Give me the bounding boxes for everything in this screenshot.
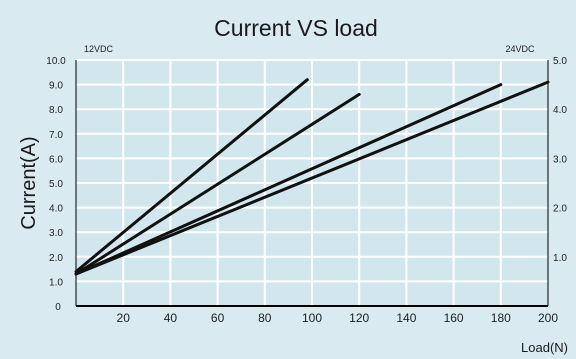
y-tick-label-left: 3.0 (49, 228, 63, 239)
y-tick-label-right: 3.0 (553, 154, 567, 165)
axes (75, 60, 549, 307)
y-tick-label-left: 5.0 (49, 179, 63, 190)
x-tick-label: 120 (349, 311, 369, 325)
x-tick-label: 20 (117, 311, 131, 325)
x-tick-label: 200 (538, 311, 558, 325)
y-tick-label-left: 6.0 (49, 154, 63, 165)
y-tick-label-left: 8.0 (49, 105, 63, 116)
series-line (74, 83, 503, 276)
x-tick-label: 80 (258, 311, 272, 325)
x-tick-label: 140 (396, 311, 416, 325)
x-tick-label: 60 (211, 311, 225, 325)
y-tick-label-left: 4.0 (49, 204, 63, 215)
y-tick-label-left: 1.0 (49, 277, 63, 288)
y-tick-label-left: 2.0 (49, 253, 63, 264)
series-group (74, 78, 550, 276)
y-tick-label-left: 7.0 (49, 130, 63, 141)
chart-title: Current VS load (214, 15, 378, 41)
x-axis-label: Load(N) (521, 340, 568, 355)
y-tick-label-right: 1.0 (553, 253, 567, 264)
y-tick-label-right: 4.0 (553, 105, 567, 116)
y-tick-label-zero: 0 (55, 302, 61, 313)
y-tick-label-left: 10.0 (46, 56, 66, 67)
y-tick-label-left: 9.0 (49, 81, 63, 92)
series-line (74, 80, 550, 276)
x-tick-label: 160 (444, 311, 464, 325)
x-tick-label: 40 (164, 311, 178, 325)
x-tick-label: 100 (302, 311, 322, 325)
y-tick-label-right: 5.0 (553, 56, 567, 67)
y-axis-label: Current(A) (18, 136, 40, 229)
series-line (74, 78, 309, 274)
left-axis-note: 12VDC (84, 44, 114, 54)
y-tick-label-right: 2.0 (553, 204, 567, 215)
tick-labels: 1.0 2.0 3.0 4.0 5.0 6.0 7.0 8.0 9.0 10.0 0 1.0 2.0 3.… (46, 56, 567, 325)
x-tick-label: 180 (491, 311, 511, 325)
right-axis-note: 24VDC (505, 44, 535, 54)
series-line (74, 92, 361, 276)
